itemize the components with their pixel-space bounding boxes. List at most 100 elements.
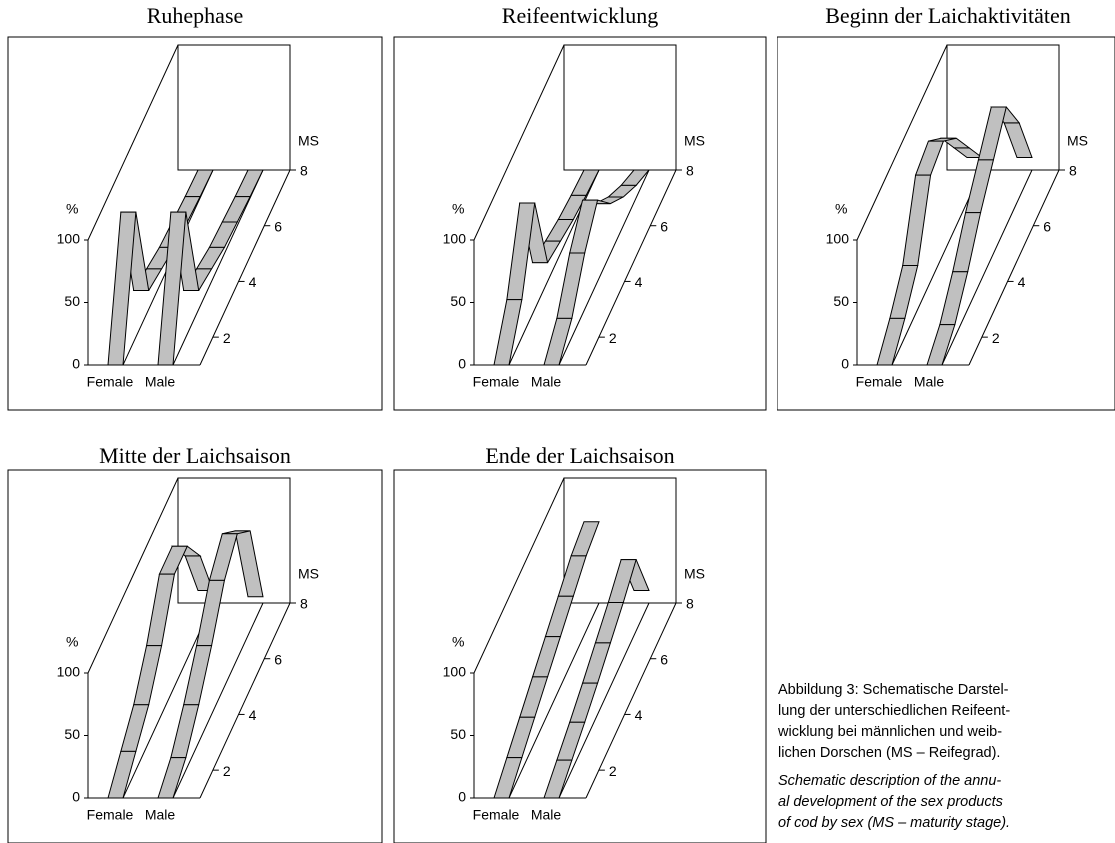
chart-panel: % MS 0 50 100 2 4 6 8 Female Male (393, 469, 767, 843)
ribbon-segment (195, 246, 226, 270)
ribbon-segment (531, 636, 562, 678)
z-tick-label: 6 (660, 218, 668, 234)
ribbon-segment (184, 169, 214, 198)
ribbon-segment (544, 218, 575, 242)
ribbon-segment (952, 147, 984, 158)
x-tick-label: Male (531, 374, 562, 390)
ribbon-segment (157, 211, 187, 366)
y-tick-label: 0 (72, 789, 80, 805)
y-axis-label: % (66, 201, 78, 217)
z-tick-label: 8 (686, 596, 694, 612)
ribbon-segment (889, 265, 919, 319)
caption-line: wicklung bei männlichen und weib- (777, 724, 1002, 740)
depth-axis (199, 169, 291, 366)
z-axis-label: MS (684, 133, 705, 149)
z-axis-label: MS (684, 566, 705, 582)
x-tick-label: Male (145, 374, 176, 390)
chart-panel: % MS 0 50 100 2 4 6 8 Female Male (7, 469, 383, 843)
chart-title: Reifeentwicklung (502, 3, 658, 28)
z-tick-label: 8 (686, 163, 694, 179)
chart-title: Beginn der Laichaktivitäten (825, 3, 1071, 28)
y-axis-label: % (66, 634, 78, 650)
y-axis-label: % (452, 634, 464, 650)
ribbon-segment (157, 757, 187, 799)
y-tick-label: 100 (443, 231, 467, 247)
y-tick-label: 50 (450, 726, 466, 742)
y-tick-label: 0 (458, 356, 466, 372)
ribbon-segment (926, 324, 956, 366)
ribbon-segment (145, 573, 176, 647)
ribbon-segment (556, 252, 586, 319)
y-tick-label: 100 (57, 664, 81, 680)
y-axis-label: % (835, 201, 847, 217)
back-wall (563, 44, 677, 171)
panel-frame (777, 36, 1115, 411)
ribbon-segment (107, 750, 137, 799)
back-wall (177, 44, 291, 171)
x-tick-label: Female (473, 807, 520, 823)
y-tick-label: 50 (64, 726, 80, 742)
caption-line: lung der unterschiedlichen Reifeent- (778, 703, 1010, 719)
ribbon-segment (557, 555, 587, 597)
panel-frame (7, 36, 383, 411)
x-tick-label: Male (531, 807, 562, 823)
z-tick-label: 2 (609, 763, 617, 779)
chart-title: Ruhephase (147, 3, 244, 28)
ribbon-segment (569, 682, 599, 723)
y-tick-label: 0 (841, 356, 849, 372)
back-wall (946, 44, 1060, 171)
ribbon-segment (964, 159, 995, 214)
x-tick-label: Female (473, 374, 520, 390)
z-axis-label: MS (1067, 133, 1088, 149)
y-tick-label: 0 (72, 356, 80, 372)
back-wall (177, 477, 291, 604)
ribbon-segment (543, 759, 573, 799)
floor-line (172, 169, 264, 366)
y-tick-label: 50 (64, 293, 80, 309)
y-tick-label: 50 (450, 293, 466, 309)
z-tick-label: 8 (300, 596, 308, 612)
left-diagonal (473, 44, 565, 241)
y-tick-label: 100 (57, 231, 81, 247)
z-axis-label: MS (298, 566, 319, 582)
z-tick-label: 6 (274, 651, 282, 667)
ribbon-segment (581, 642, 612, 684)
ribbon-segment (876, 317, 906, 366)
ribbon-segment (939, 271, 969, 326)
y-axis-label: % (452, 201, 464, 217)
floor-line (558, 169, 650, 366)
ribbon-segment (234, 530, 264, 598)
caption-line-english: Schematic description of the annu- (778, 773, 1001, 789)
z-tick-label: 2 (992, 330, 1000, 346)
panel-frame (393, 36, 767, 411)
x-tick-label: Female (856, 374, 903, 390)
ribbon-segment (519, 676, 549, 718)
ribbon-segment (606, 184, 638, 198)
ribbon-segment (493, 757, 523, 799)
left-diagonal (856, 44, 948, 241)
chart-panel: % MS 0 50 100 2 4 6 8 Female Male (393, 36, 767, 411)
left-diagonal (87, 44, 179, 241)
depth-axis (968, 169, 1060, 366)
chart-panel: % MS 0 50 100 2 4 6 8 Female Male (777, 36, 1115, 411)
panel-frame (7, 469, 383, 843)
y-tick-label: 0 (458, 789, 466, 805)
ribbon-segment (620, 169, 651, 186)
z-tick-label: 4 (249, 274, 257, 290)
z-tick-label: 4 (249, 707, 257, 723)
y-tick-label: 50 (833, 293, 849, 309)
x-tick-label: Female (87, 374, 134, 390)
ribbon-segment (594, 601, 624, 644)
ribbon-segment (158, 545, 189, 575)
ribbon-segment (544, 595, 574, 638)
x-tick-label: Male (145, 807, 176, 823)
ribbon-segment (120, 704, 150, 752)
ribbon-segment (977, 106, 1007, 161)
z-tick-label: 2 (223, 330, 231, 346)
ribbon-segment (556, 721, 586, 761)
x-tick-label: Female (87, 807, 134, 823)
ribbon-segment (1003, 122, 1033, 158)
ribbon-segment (170, 704, 200, 759)
panel-frame (393, 469, 767, 843)
